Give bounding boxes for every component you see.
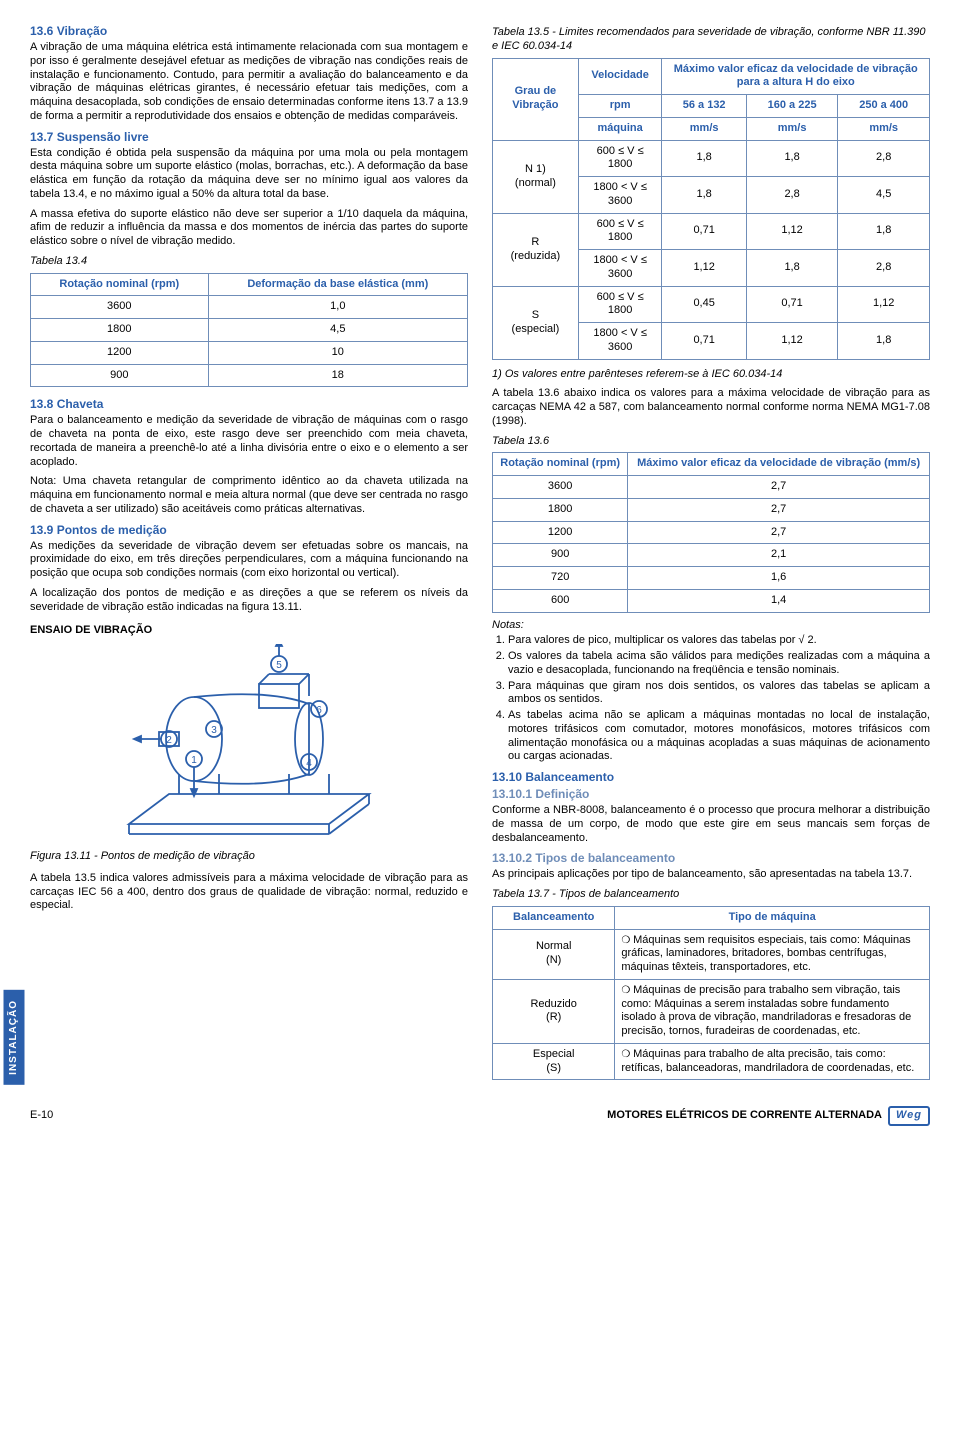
table-13-4: Rotação nominal (rpm) Deformação da base… — [30, 273, 468, 388]
para-13-10-1: Conforme a NBR-8008, balanceamento é o p… — [492, 804, 930, 845]
table-row: 18004,5 — [31, 319, 468, 342]
notas-title: Notas: — [492, 619, 930, 633]
heading-13-10: 13.10 Balanceamento — [492, 770, 930, 785]
ensaio-label: ENSAIO DE VIBRAÇÃO — [30, 624, 468, 638]
table-row: 90018 — [31, 364, 468, 387]
heading-13-9: 13.9 Pontos de medição — [30, 523, 468, 538]
nota-4: As tabelas acima não se aplicam a máquin… — [508, 709, 930, 764]
para-13-9-1: As medições da severidade de vibração de… — [30, 540, 468, 581]
table-13-5: Grau de Vibração Velocidade Máximo valor… — [492, 58, 930, 360]
heading-13-7: 13.7 Suspensão livre — [30, 130, 468, 145]
table-13-7-h1: Balanceamento — [493, 906, 615, 929]
left-column: 13.6 Vibração A vibração de uma máquina … — [30, 20, 468, 1080]
footer-title: MOTORES ELÉTRICOS DE CORRENTE ALTERNADA — [607, 1109, 882, 1123]
notas-list: Para valores de pico, multiplicar os val… — [508, 634, 930, 764]
th-max: Máximo valor eficaz da velocidade de vib… — [662, 58, 930, 95]
motor-diagram: 1 2 3 4 5 6 — [99, 644, 399, 844]
heading-13-6: 13.6 Vibração — [30, 24, 468, 39]
page-number: E-10 — [30, 1109, 53, 1123]
table-13-6: Rotação nominal (rpm) Máximo valor efica… — [492, 452, 930, 612]
table-13-7-caption: Tabela 13.7 - Tipos de balanceamento — [492, 888, 930, 902]
table-row: 18002,7 — [493, 498, 930, 521]
para-13-6-intro: A tabela 13.6 abaixo indica os valores p… — [492, 387, 930, 428]
nota-1: Para valores de pico, multiplicar os val… — [508, 634, 930, 648]
weg-logo: Weg — [888, 1106, 930, 1126]
svg-text:1: 1 — [191, 755, 197, 766]
table-row: 6001,4 — [493, 589, 930, 612]
heading-13-10-2: 13.10.2 Tipos de balanceamento — [492, 851, 930, 866]
th-mm1: mm/s — [662, 117, 746, 140]
para-13-10-2: As principais aplicações por tipo de bal… — [492, 868, 930, 882]
figure-13-11-caption: Figura 13.11 - Pontos de medição de vibr… — [30, 850, 468, 864]
th-maq: máquina — [578, 117, 662, 140]
para-13-8-1: Para o balanceamento e medição da severi… — [30, 414, 468, 469]
th-r3: 250 a 400 — [838, 95, 930, 118]
table-row: Normal (N) ❍ Máquinas sem requisitos esp… — [493, 929, 930, 979]
th-vel: Velocidade — [578, 58, 662, 95]
table-row: Especial (S) ❍ Máquinas para trabalho de… — [493, 1043, 930, 1080]
th-r2: 160 a 225 — [746, 95, 838, 118]
para-13-7-1: Esta condição é obtida pela suspensão da… — [30, 147, 468, 202]
nota-3: Para máquinas que giram nos dois sentido… — [508, 680, 930, 708]
para-after-fig: A tabela 13.5 indica valores admissíveis… — [30, 872, 468, 913]
table-row: R (reduzida) 600 ≤ V ≤ 1800 0,71 1,12 1,… — [493, 213, 930, 250]
table-13-5-caption: Tabela 13.5 - Limites recomendados para … — [492, 26, 930, 54]
table-row: N 1) (normal) 600 ≤ V ≤ 1800 1,8 1,8 2,8 — [493, 140, 930, 177]
section-side-tab: INSTALAÇÃO — [4, 990, 25, 1085]
svg-text:4: 4 — [306, 758, 312, 769]
nota-2: Os valores da tabela acima são válidos p… — [508, 650, 930, 678]
table-13-6-h2: Máximo valor eficaz da velocidade de vib… — [628, 453, 930, 476]
th-grau: Grau de Vibração — [493, 58, 579, 140]
table-row: 12002,7 — [493, 521, 930, 544]
para-13-8-2: Nota: Uma chaveta retangular de comprime… — [30, 475, 468, 516]
table-13-7: Balanceamento Tipo de máquina Normal (N)… — [492, 906, 930, 1081]
table-row: 9002,1 — [493, 544, 930, 567]
th-mm2: mm/s — [746, 117, 838, 140]
table-13-4-h2: Deformação da base elástica (mm) — [208, 273, 467, 296]
svg-text:3: 3 — [211, 725, 217, 736]
table-row: Reduzido (R) ❍ Máquinas de precisão para… — [493, 979, 930, 1043]
para-13-6-1: A vibração de uma máquina elétrica está … — [30, 41, 468, 124]
table-row: 120010 — [31, 341, 468, 364]
table-13-4-h1: Rotação nominal (rpm) — [31, 273, 209, 296]
svg-text:2: 2 — [166, 735, 172, 746]
svg-text:5: 5 — [276, 660, 282, 671]
table-13-7-h2: Tipo de máquina — [615, 906, 930, 929]
svg-text:6: 6 — [316, 705, 322, 716]
th-r1: 56 a 132 — [662, 95, 746, 118]
para-13-9-2: A localização dos pontos de medição e as… — [30, 587, 468, 615]
th-rpm: rpm — [578, 95, 662, 118]
th-mm3: mm/s — [838, 117, 930, 140]
table-row: S (especial) 600 ≤ V ≤ 1800 0,45 0,71 1,… — [493, 286, 930, 323]
table-row: 36001,0 — [31, 296, 468, 319]
table-13-6-caption: Tabela 13.6 — [492, 435, 930, 449]
table-13-4-caption: Tabela 13.4 — [30, 255, 468, 269]
table-row: 36002,7 — [493, 476, 930, 499]
table-13-5-footnote: 1) Os valores entre parênteses referem-s… — [492, 368, 930, 382]
para-13-7-2: A massa efetiva do suporte elástico não … — [30, 208, 468, 249]
page-footer: E-10 MOTORES ELÉTRICOS DE CORRENTE ALTER… — [30, 1106, 930, 1126]
table-13-6-h1: Rotação nominal (rpm) — [493, 453, 628, 476]
table-row: 7201,6 — [493, 567, 930, 590]
heading-13-10-1: 13.10.1 Definição — [492, 787, 930, 802]
heading-13-8: 13.8 Chaveta — [30, 397, 468, 412]
right-column: Tabela 13.5 - Limites recomendados para … — [492, 20, 930, 1080]
